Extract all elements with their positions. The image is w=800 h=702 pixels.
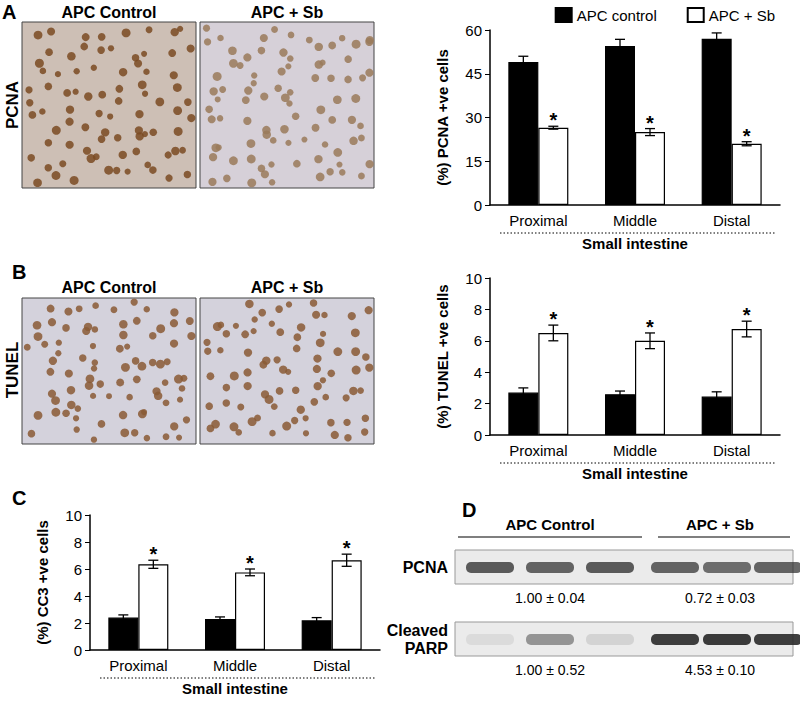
svg-text:PCNA: PCNA [3,81,22,129]
svg-text:8: 8 [74,534,82,551]
svg-text:6: 6 [74,561,82,578]
svg-text:(%) TUNEL +ve cells: (%) TUNEL +ve cells [434,284,451,428]
svg-text:8: 8 [474,301,482,318]
svg-text:C: C [12,487,26,509]
svg-text:*: * [549,109,557,131]
svg-text:Proximal: Proximal [109,657,167,674]
svg-text:Middle: Middle [613,212,657,229]
svg-text:*: * [646,316,654,338]
svg-text:0: 0 [474,427,482,444]
svg-text:Cleaved: Cleaved [387,622,448,639]
svg-text:4.53 ± 0.10: 4.53 ± 0.10 [685,662,755,678]
svg-text:APC + Sb: APC + Sb [251,279,324,296]
svg-text:*: * [646,112,654,134]
svg-text:APC + Sb: APC + Sb [686,516,754,533]
svg-text:(%) PCNA +ve cells: (%) PCNA +ve cells [434,49,451,186]
svg-text:30: 30 [465,109,482,126]
svg-text:TUNEL: TUNEL [3,342,22,399]
svg-text:*: * [149,543,157,565]
svg-text:60: 60 [465,22,482,39]
svg-text:B: B [12,261,26,283]
svg-text:Small intestine: Small intestine [582,465,688,482]
svg-text:*: * [743,125,751,147]
svg-text:6: 6 [474,332,482,349]
svg-text:APC + Sb: APC + Sb [251,4,324,21]
svg-text:Middle: Middle [213,657,257,674]
svg-text:D: D [462,499,476,521]
svg-text:PARP: PARP [405,640,449,657]
svg-text:0: 0 [474,197,482,214]
svg-text:4: 4 [474,364,482,381]
svg-text:*: * [246,552,254,574]
svg-text:APC Control: APC Control [61,4,156,21]
svg-text:Proximal: Proximal [509,212,567,229]
svg-text:4: 4 [74,588,82,605]
svg-text:*: * [549,308,557,330]
svg-text:APC + Sb: APC + Sb [709,7,775,24]
svg-text:Small intestine: Small intestine [582,235,688,252]
svg-text:Small intestine: Small intestine [182,680,288,697]
svg-text:*: * [343,537,351,559]
svg-text:Distal: Distal [313,657,351,674]
svg-text:2: 2 [474,395,482,412]
svg-text:0.72 ± 0.03: 0.72 ± 0.03 [685,590,755,606]
svg-text:Distal: Distal [713,442,751,459]
svg-text:1.00 ± 0.04: 1.00 ± 0.04 [515,590,585,606]
svg-text:0: 0 [74,642,82,659]
svg-text:15: 15 [465,153,482,170]
svg-text:*: * [743,304,751,326]
svg-text:A: A [2,1,16,23]
svg-text:APC control: APC control [577,7,657,24]
svg-text:(%) CC3 +ve cells: (%) CC3 +ve cells [34,520,51,645]
svg-text:45: 45 [465,65,482,82]
svg-text:APC Control: APC Control [61,279,156,296]
svg-text:APC Control: APC Control [505,516,594,533]
svg-text:2: 2 [74,615,82,632]
svg-text:PCNA: PCNA [403,559,449,576]
svg-text:10: 10 [465,270,482,287]
svg-text:Proximal: Proximal [509,442,567,459]
svg-text:10: 10 [65,507,82,524]
svg-text:Distal: Distal [713,212,751,229]
svg-text:Middle: Middle [613,442,657,459]
svg-text:1.00 ± 0.52: 1.00 ± 0.52 [515,662,585,678]
